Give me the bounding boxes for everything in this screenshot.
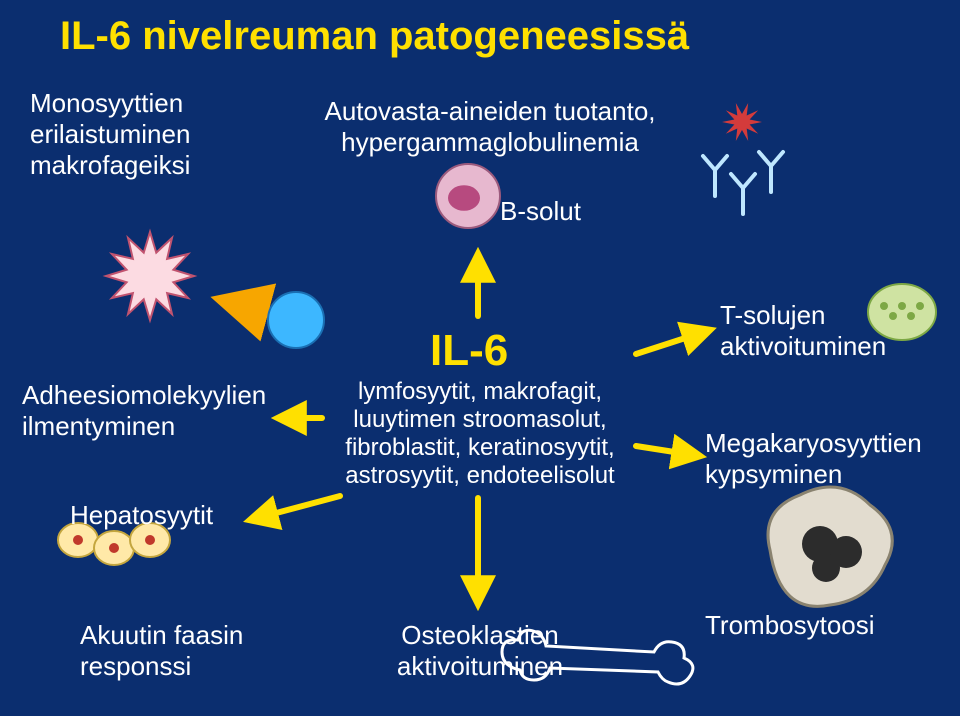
arrow-a-tcell-right [636,330,710,354]
label-bsolut: B-solut [500,196,581,227]
label-mega: Megakaryosyyttienkypsyminen [705,428,922,490]
antibody-icon [703,152,783,214]
page-title: IL-6 nivelreuman patogeneesissä [60,14,689,59]
monocyte-icon [268,292,324,348]
label-bcell-top: Autovasta-aineiden tuotanto,hypergammagl… [300,96,680,158]
il6-source-line: luuytimen stroomasolut, [320,406,640,434]
antigen-icon [722,103,762,141]
hepatocyte-icon [94,531,134,565]
label-tcell: T-solujenaktivoituminen [720,300,886,362]
il6-source-line: lymfosyytit, makrofagit, [320,378,640,406]
arrow-a-mega-right [636,446,700,456]
label-adh: Adheesiomolekyylienilmentyminen [22,380,266,442]
bcell-icon [436,164,500,228]
label-mono: Monosyyttienerilaistuminenmakrofageiksi [30,88,190,182]
macrophage-icon [106,232,194,320]
arrow-a-mono-left [222,300,274,314]
label-trombo: Trombosytoosi [705,610,875,641]
label-hepa: Hepatosyytit [70,500,213,531]
diagram-stage: IL-6 nivelreuman patogeneesissä IL-6 lym… [0,0,960,716]
il6-heading: IL-6 [430,326,508,376]
label-akuutin: Akuutin faasinresponssi [80,620,243,682]
il6-source-line: fibroblastit, keratinosyytit, [320,434,640,462]
il6-source-line: astrosyytit, endoteelisolut [320,462,640,490]
label-osteo: Osteoklastienaktivoituminen [370,620,590,682]
il6-sources: lymfosyytit, makrofagit,luuytimen stroom… [320,378,640,490]
arrow-a-hepa-left [250,496,340,520]
megakaryocyte-icon [768,487,892,606]
